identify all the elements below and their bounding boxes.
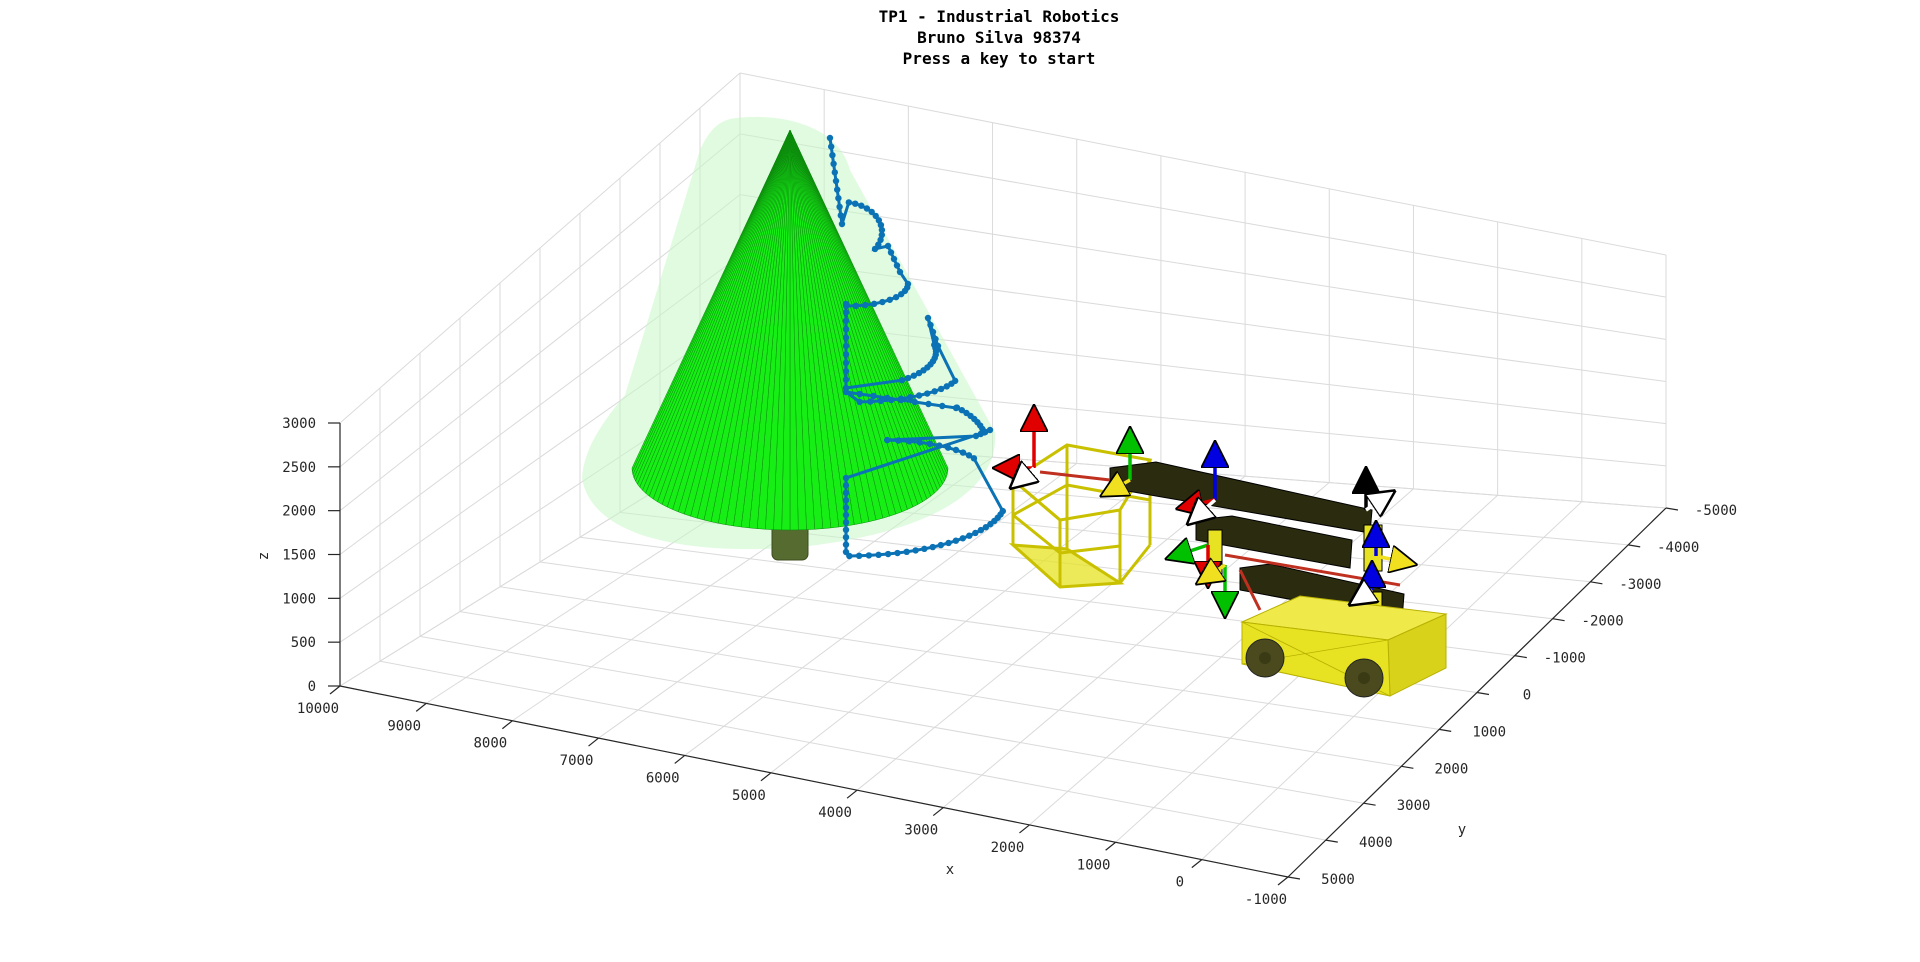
z-tick-label: 1500 — [282, 548, 316, 564]
y-tick-label: 0 — [1523, 688, 1531, 704]
wire-frame-box — [1008, 443, 1153, 589]
mobile-vehicle — [1240, 595, 1448, 698]
y-tick-label: -3000 — [1619, 577, 1661, 593]
z-axis-label: z — [256, 552, 272, 560]
robot-link-middle — [1195, 515, 1353, 569]
x-tick-label: 4000 — [818, 805, 852, 821]
title-line-1: TP1 - Industrial Robotics — [878, 7, 1120, 26]
grid — [339, 72, 1667, 878]
coordinate-frames — [1006, 418, 1404, 605]
x-tick-label: 5000 — [732, 788, 766, 804]
y-tick-label: -4000 — [1657, 540, 1699, 556]
x-tick-label: 8000 — [474, 736, 508, 752]
z-tick-label: 500 — [291, 635, 316, 651]
y-tick-label: 1000 — [1472, 724, 1506, 740]
figure-title: TP1 - Industrial Robotics Bruno Silva 98… — [0, 6, 1920, 69]
z-tick-label: 1000 — [282, 591, 316, 607]
z-tick-label: 2000 — [282, 504, 316, 520]
x-tick-label: 7000 — [560, 753, 594, 769]
x-tick-label: 6000 — [646, 770, 680, 786]
z-tick-label: 3000 — [282, 416, 316, 432]
x-tick-label: -1000 — [1245, 892, 1287, 908]
x-tick-label: 0 — [1176, 875, 1184, 891]
tick-labels: 1000090008000700060005000400030002000100… — [282, 416, 1737, 908]
z-tick-label: 0 — [308, 679, 316, 695]
x-axis-label: x — [946, 862, 954, 878]
x-tick-label: 3000 — [904, 823, 938, 839]
tree-cone — [631, 129, 949, 531]
title-line-2: Bruno Silva 98374 — [917, 28, 1081, 47]
x-tick-label: 10000 — [297, 701, 339, 717]
title-line-3: Press a key to start — [902, 49, 1096, 68]
y-tick-label: 3000 — [1397, 798, 1431, 814]
x-tick-label: 9000 — [387, 718, 421, 734]
x-tick-label: 1000 — [1077, 857, 1111, 873]
trajectory-path — [826, 134, 1007, 560]
y-tick-label: -1000 — [1544, 651, 1586, 667]
x-tick-label: 2000 — [991, 840, 1025, 856]
y-tick-label: -2000 — [1582, 614, 1624, 630]
z-tick-label: 2500 — [282, 460, 316, 476]
y-tick-label: 5000 — [1321, 872, 1355, 888]
robot-arm — [1039, 461, 1405, 621]
y-tick-label: 4000 — [1359, 835, 1393, 851]
tree — [582, 116, 996, 561]
y-tick-label: 2000 — [1435, 761, 1469, 777]
y-axis-label: y — [1458, 822, 1466, 838]
y-tick-label: -5000 — [1695, 503, 1737, 519]
